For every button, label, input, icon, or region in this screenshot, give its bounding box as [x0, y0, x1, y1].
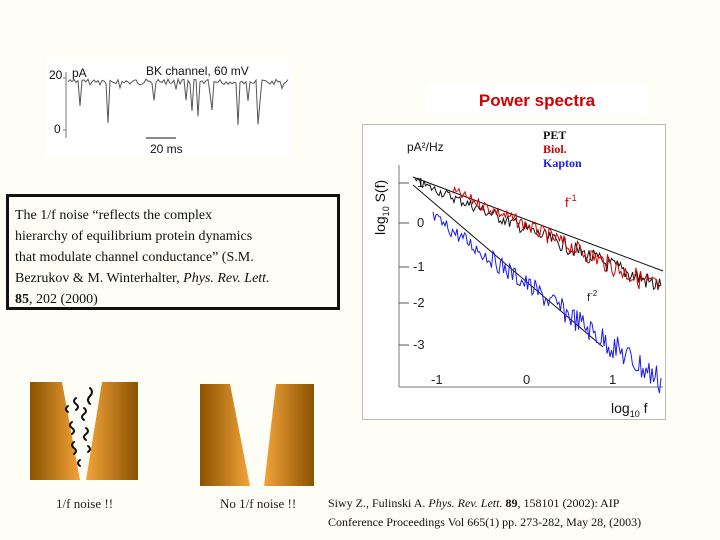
- noise-squiggles: [65, 387, 93, 467]
- pore-left-wall: [30, 382, 80, 480]
- power-spectra-title: Power spectra: [426, 84, 648, 116]
- y-tick-label-minus2: -2: [413, 295, 425, 310]
- legend-pet: PET: [543, 128, 566, 142]
- x-tick-label-0: 0: [523, 372, 530, 387]
- legend-biol: Biol.: [543, 142, 567, 156]
- citation-line-1: Siwy Z., Fulinski A. Phys. Rev. Lett. 89…: [328, 496, 620, 510]
- legend-kapton: Kapton: [543, 156, 582, 170]
- spectrum-curve-biol: [452, 185, 661, 290]
- power-spectra-plot: log10 S(f) pA²/Hz 1 0 -1 -2 -3 -1 0 1 lo…: [372, 128, 664, 419]
- caption-without-noise: No 1/f noise !!: [220, 496, 297, 511]
- trace-y-top-label: 20: [49, 68, 63, 82]
- citation: Siwy Z., Fulinski A. Phys. Rev. Lett. 89…: [328, 494, 641, 532]
- pore2-right-wall: [264, 384, 314, 486]
- trace-y-zero-label: 0: [54, 122, 61, 136]
- x-axis-title: log10 f: [611, 400, 648, 419]
- current-trace-panel: 20 pA BK channel, 60 mV 0 20 ms: [46, 58, 292, 156]
- quote-line-3: that modulate channel conductance” (S.M.: [15, 250, 254, 265]
- slope-label-f2: f-2: [587, 289, 598, 304]
- quote-box: The 1/f noise “reflects the complex hier…: [6, 194, 340, 310]
- quote-volume: 85: [15, 292, 29, 307]
- power-spectra-panel: log10 S(f) pA²/Hz 1 0 -1 -2 -3 -1 0 1 lo…: [362, 124, 666, 420]
- current-trace-line: [67, 77, 289, 125]
- x-tick-label-1: 1: [609, 372, 616, 387]
- y-tick-label-minus3: -3: [413, 337, 425, 352]
- quote-line-5: 85, 202 (2000): [15, 292, 98, 307]
- quote-line-4: Bezrukov & M. Winterhalter, Phys. Rev. L…: [15, 271, 270, 286]
- pore-with-noise-illustration: [30, 382, 138, 480]
- citation-journal: Phys. Rev. Lett.: [428, 496, 503, 510]
- quote-journal: Phys. Rev. Lett.: [183, 271, 270, 286]
- y-tick-label-minus1: -1: [413, 259, 425, 274]
- citation-volume: 89: [502, 496, 518, 510]
- trace-unit-label: pA: [72, 66, 87, 80]
- y-tick-label-0: 0: [417, 215, 424, 230]
- trace-title: BK channel, 60 mV: [146, 64, 249, 78]
- y-axis-title: log10 S(f): [372, 180, 391, 235]
- quote-line-2: hierarchy of equilibrium protein dynamic…: [15, 229, 253, 244]
- caption-with-noise: 1/f noise !!: [56, 496, 114, 511]
- slope-label-f1: f-1: [565, 193, 577, 210]
- pore-without-noise-illustration: [200, 384, 314, 486]
- citation-line-2: Conference Proceedings Vol 665(1) pp. 27…: [328, 515, 642, 529]
- pore2-left-wall: [200, 384, 250, 486]
- trace-time-scale: 20 ms: [150, 142, 183, 156]
- y-unit-label: pA²/Hz: [407, 140, 444, 154]
- pore-right-wall: [86, 382, 138, 480]
- x-tick-label-minus1: -1: [431, 372, 443, 387]
- spectrum-curve-kapton: [432, 211, 662, 394]
- slope-line-f1: [412, 176, 664, 272]
- quote-line-1: The 1/f noise “reflects the complex: [15, 208, 213, 223]
- spectrum-curve-pet: [414, 177, 662, 291]
- trace-plot: [63, 72, 289, 139]
